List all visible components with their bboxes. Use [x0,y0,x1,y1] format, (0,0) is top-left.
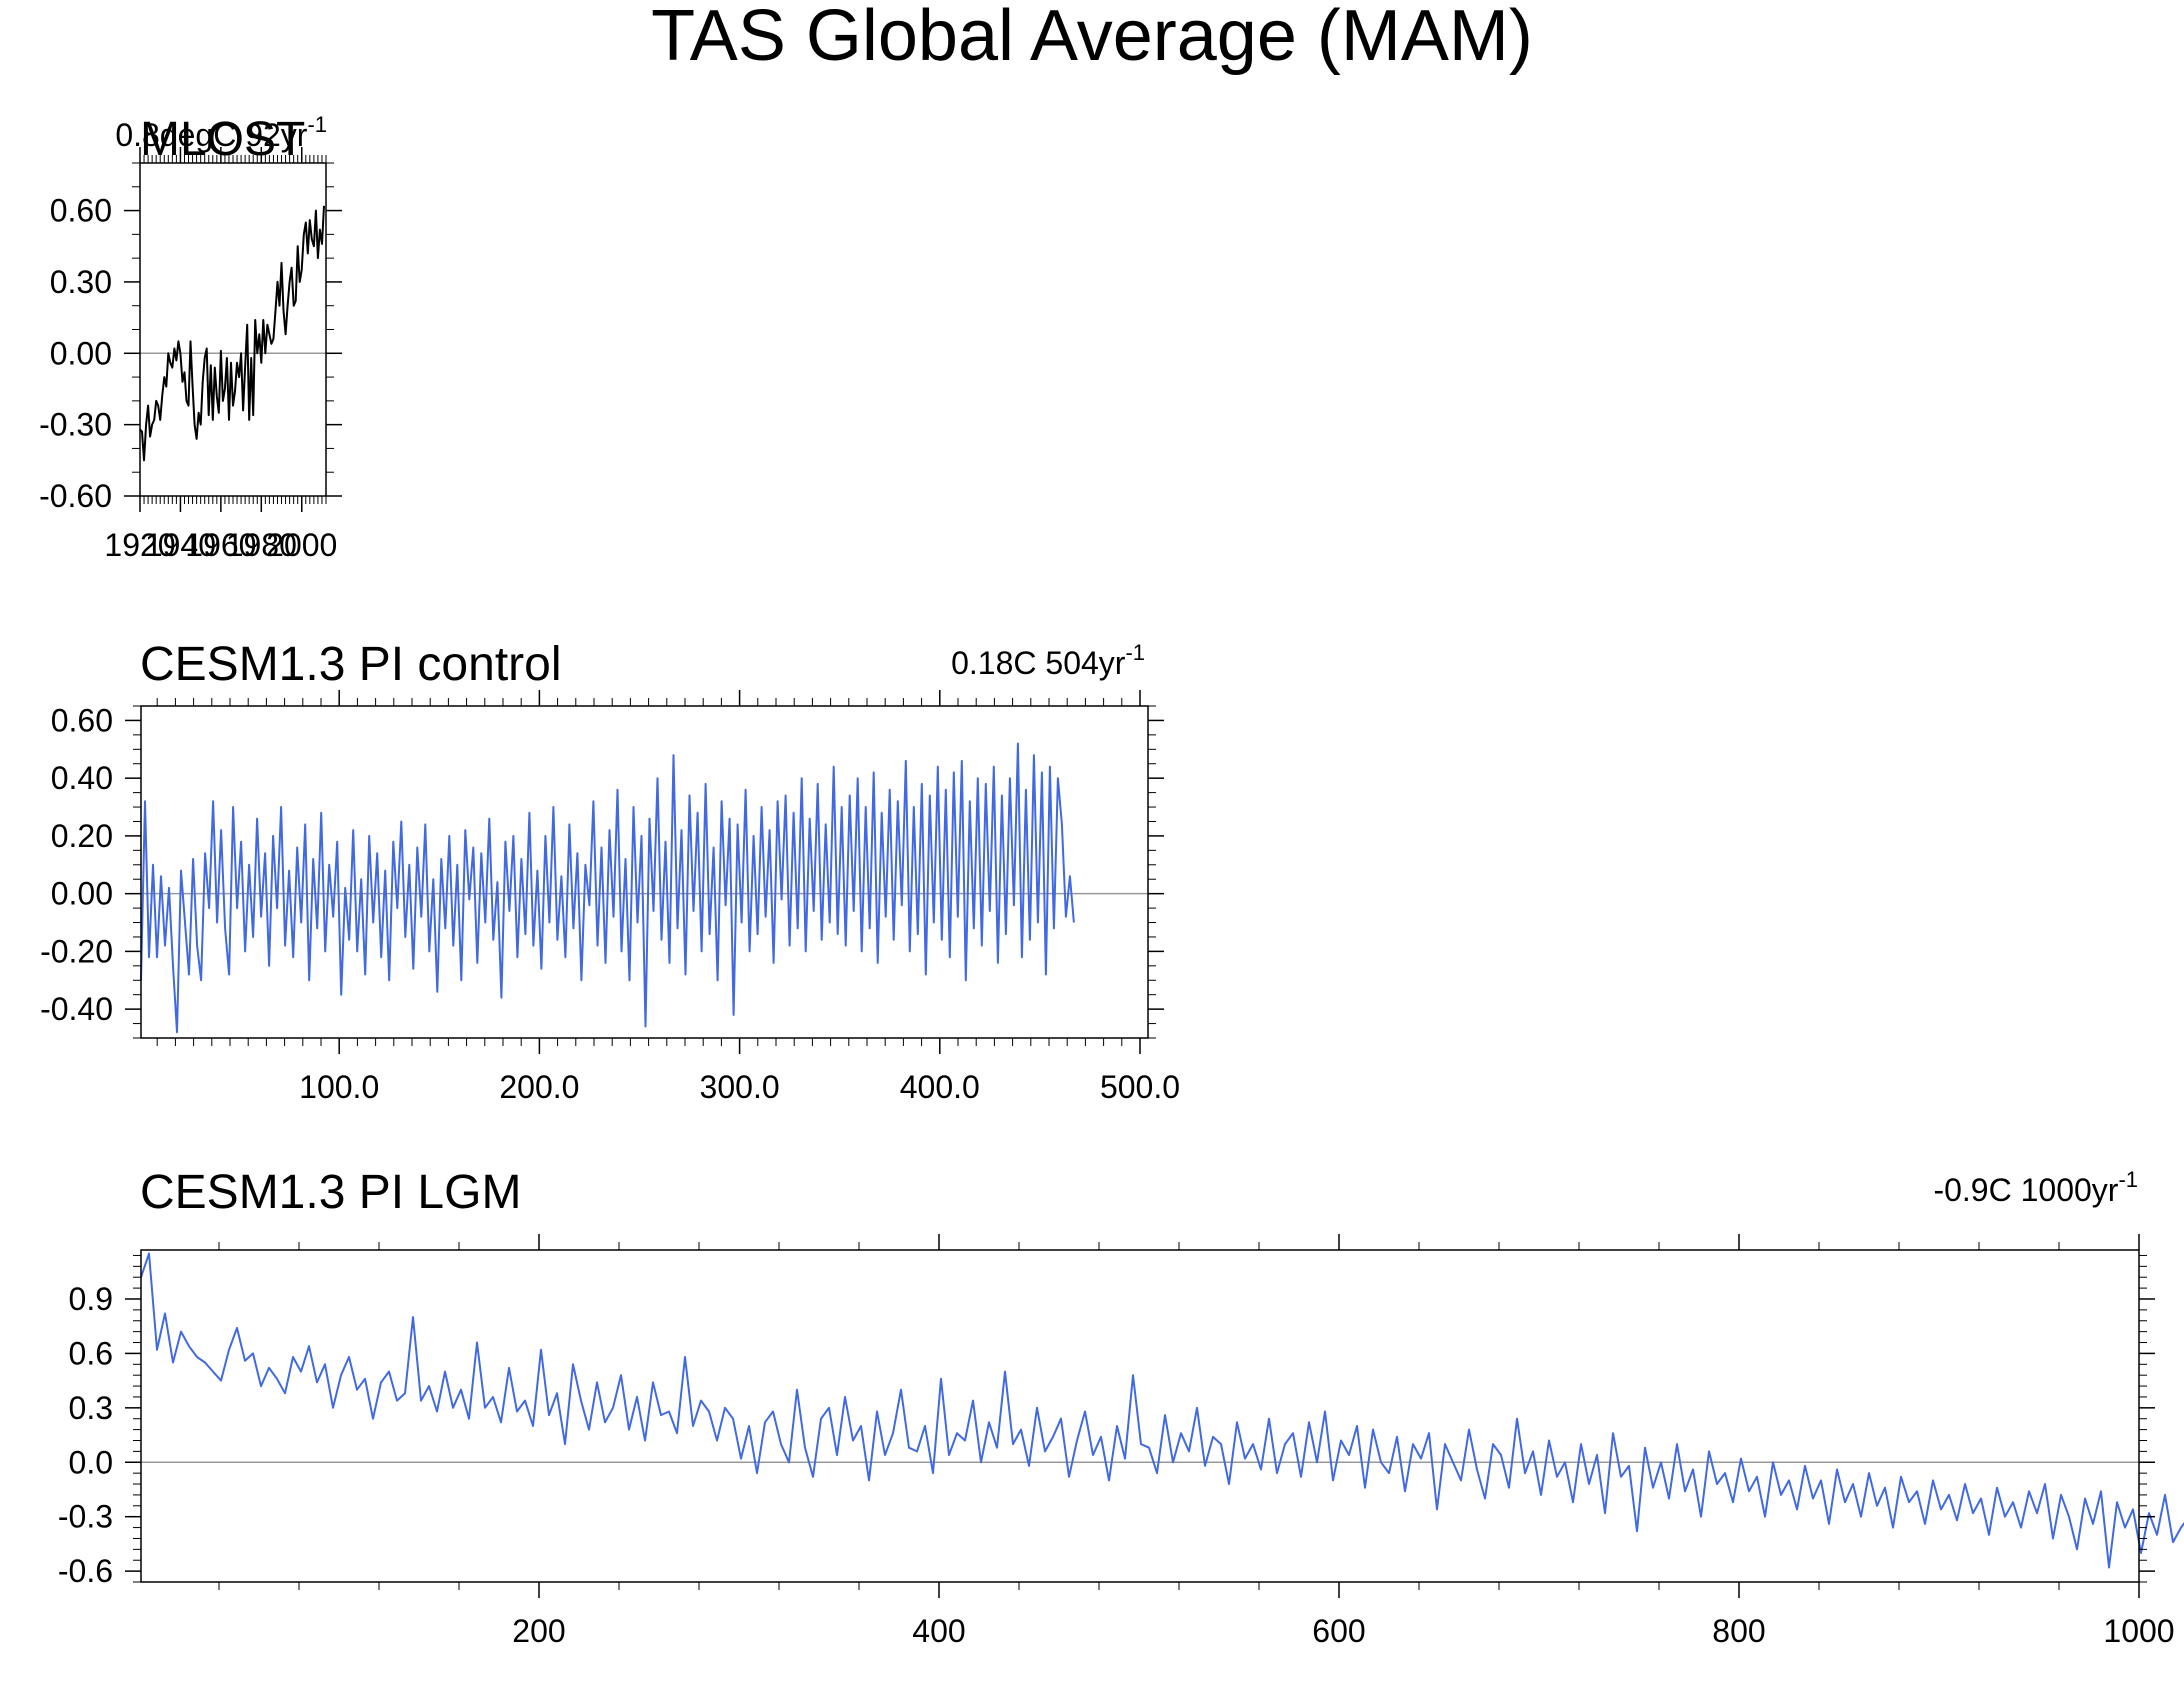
panel-mlost-trend-value: 0.8degC 92yr [115,117,307,153]
panel-pi-control-trend-value: 0.18C 504yr [951,645,1126,681]
panel-mlost-xtick-label: 1940 [145,527,216,563]
panel-pi-control-xtick-label: 500.0 [1100,1069,1180,1105]
panel-lgm-ytick-label: 0.9 [69,1281,113,1317]
panel-pi-control-ytick-label: 0.20 [51,818,113,854]
panel-mlost-trend-superscript: -1 [307,112,327,137]
panel-mlost-series-line [139,205,325,462]
panel-mlost-frame [139,162,327,497]
panel-mlost-ytick-label: 0.00 [50,335,112,371]
panel-pi-control-trend-superscript: -1 [1125,640,1145,665]
panel-lgm-trend-value: -0.9C 1000yr [1933,1172,2118,1208]
panel-pi-control-title: CESM1.3 PI control [140,638,562,691]
panel-mlost-ytick-label: 0.30 [50,264,112,300]
panel-lgm-xtick-label: 600 [1312,1613,1365,1649]
panel-lgm-ytick-label: 0.6 [69,1335,113,1371]
panel-pi-control-ytick-label: 0.00 [51,876,113,912]
panel-lgm-trend-label: -0.9C 1000yr-1 [1933,1167,2138,1208]
panel-pi-control-ytick-label: 0.40 [51,760,113,796]
panel-lgm-plot-area: -0.6 -0.3 0.0 0.3 0.6 0.9 200 400 600 800 1000 [58,1234,2184,1649]
panel-lgm-ytick-label: -0.3 [58,1499,113,1535]
panel-mlost-ytick-label: -0.30 [39,407,112,443]
panel-lgm-title: CESM1.3 PI LGM [140,1166,521,1219]
panel-lgm-xtick-label: 200 [512,1613,565,1649]
panel-lgm-frame [140,1249,2140,1583]
panel-mlost-ytick-label: 0.60 [50,193,112,229]
panel-pi-control-trend-label: 0.18C 504yr-1 [951,640,1145,681]
panel-mlost-plot-area: -0.60 -0.30 0.00 0.30 0.60 192019401960198020… [39,147,342,563]
panel-lgm-ytick-label: 0.3 [69,1390,113,1426]
panel-mlost-xtick-label: 1920 [104,527,175,563]
panel-pi-control: CESM1.3 PI control 0.18C 504yr-1 -0.40-0… [40,638,1180,1105]
panel-pi-control-xtick-label: 200.0 [499,1069,579,1105]
figure-title: TAS Global Average (MAM) [651,0,1533,76]
panel-mlost: MLOST 0.8degC 92yr-1 -0.60-0.300.000.300… [39,112,342,563]
panel-lgm-ytick-label: 0.0 [69,1444,113,1480]
panel-mlost-trend-label: 0.8degC 92yr-1 [115,112,327,153]
panel-lgm-xtick-label: 400 [912,1613,965,1649]
panel-lgm-xtick-label: 1000 [2103,1613,2174,1649]
panel-lgm-ytick-label: -0.6 [58,1553,113,1589]
panel-lgm-trend-superscript: -1 [2118,1167,2138,1192]
panel-mlost-xtick-label: 2000 [266,527,337,563]
panel-pi-control-xtick-label: 300.0 [700,1069,780,1105]
panel-mlost-xtick-label: 1960 [185,527,256,563]
panel-pi-control-frame [140,705,1149,1039]
panel-lgm: CESM1.3 PI LGM -0.9C 1000yr-1 -0.6 -0.3 0.… [58,1166,2184,1649]
panel-pi-control-xtick-label: 100.0 [299,1069,379,1105]
panel-pi-control-ytick-label: -0.20 [40,933,113,969]
panel-pi-control-ytick-label: -0.40 [40,991,113,1027]
panel-pi-control-xtick-label: 400.0 [900,1069,980,1105]
panel-lgm-series-line [140,1252,2184,1569]
panel-mlost-xtick-label: 1980 [226,527,297,563]
panel-lgm-xtick-label: 800 [1712,1613,1765,1649]
panel-pi-control-series-line [140,742,1075,1034]
panel-pi-control-plot-area: -0.40 -0.20 0.00 0.20 0.40 0.60 100.0 200.0 300.… [40,690,1180,1105]
panel-mlost-ytick-label: -0.60 [39,478,112,514]
panel-pi-control-ytick-label: 0.60 [51,702,113,738]
